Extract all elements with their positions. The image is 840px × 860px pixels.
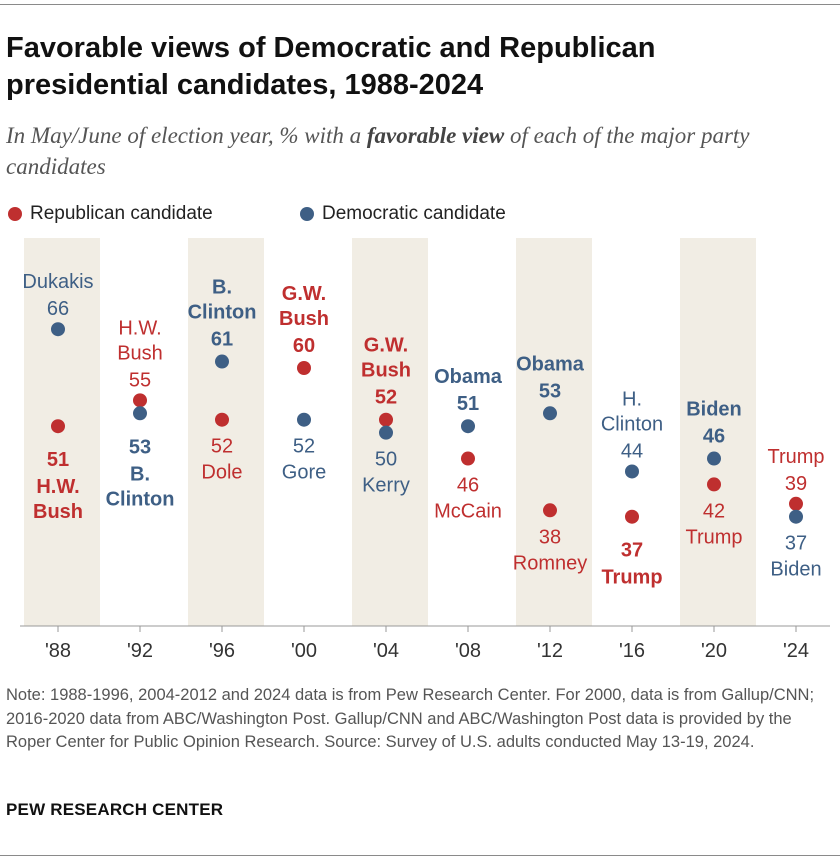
point-dem-12 — [543, 406, 557, 421]
label-rep-88-name-0: H.W. — [36, 476, 79, 498]
label-rep-24-name-0: Trump — [767, 446, 824, 468]
legend-democratic-marker — [300, 207, 314, 221]
point-dem-88 — [51, 322, 65, 337]
point-rep-20 — [707, 477, 721, 492]
point-dem-16 — [625, 464, 639, 479]
label-dem-96-name-1: Clinton — [188, 302, 257, 324]
label-dem-24-name-0: Biden — [770, 559, 821, 581]
subtitle-text: In May/June of election year, % with a — [6, 123, 367, 148]
label-dem-88-value: 66 — [47, 298, 69, 320]
label-dem-92-name-1: Clinton — [106, 488, 175, 510]
label-rep-92-name-1: Bush — [117, 342, 163, 364]
label-rep-88-value: 51 — [47, 449, 69, 471]
point-dem-04 — [379, 425, 393, 440]
x-tick-label-92: '92 — [127, 640, 153, 662]
x-tick-label-00: '00 — [291, 640, 317, 662]
label-rep-00-name-0: G.W. — [282, 283, 326, 305]
top-rule — [0, 4, 840, 5]
label-rep-08-name-0: McCain — [434, 501, 502, 523]
label-dem-04-name-0: Kerry — [362, 475, 410, 497]
label-dem-08-value: 51 — [457, 393, 479, 415]
point-dem-08 — [461, 419, 475, 434]
chart-title: Favorable views of Democratic and Republ… — [6, 32, 656, 101]
point-dem-00 — [297, 412, 311, 427]
point-dem-24 — [789, 509, 803, 524]
label-rep-96-value: 52 — [211, 436, 233, 458]
label-dem-92-name-0: B. — [130, 463, 150, 485]
brand-label: PEW RESEARCH CENTER — [6, 800, 224, 819]
legend-republican-label: Republican candidate — [30, 203, 213, 224]
legend-democratic-label: Democratic candidate — [322, 203, 506, 224]
source-note: Note: 1988-1996, 2004-2012 and 2024 data… — [6, 686, 815, 751]
label-rep-08-value: 46 — [457, 475, 479, 497]
label-rep-04-value: 52 — [375, 387, 397, 409]
label-rep-92-name-0: H.W. — [118, 317, 161, 339]
x-tick-label-96: '96 — [209, 640, 235, 662]
band-20 — [680, 238, 756, 626]
chart-subtitle: In May/June of election year, % with a f… — [6, 120, 826, 182]
label-rep-96-name-0: Dole — [201, 462, 242, 484]
band-88 — [24, 238, 100, 626]
x-tick-label-16: '16 — [619, 640, 645, 662]
legend-item-democratic: Democratic candidate — [300, 200, 506, 228]
point-rep-16 — [625, 509, 639, 524]
x-tick-label-04: '04 — [373, 640, 399, 662]
label-dem-12-value: 53 — [539, 380, 561, 402]
label-rep-12-name-0: Romney — [513, 552, 587, 574]
label-dem-00-value: 52 — [293, 436, 315, 458]
label-rep-20-name-0: Trump — [685, 526, 742, 548]
point-rep-96 — [215, 412, 229, 427]
point-rep-04 — [379, 412, 393, 427]
label-dem-12-name-0: Obama — [516, 353, 585, 375]
label-dem-16-name-1: Clinton — [601, 413, 663, 435]
label-rep-92-value: 55 — [129, 369, 151, 391]
label-rep-00-name-1: Bush — [279, 308, 329, 330]
label-dem-96-name-0: B. — [212, 277, 232, 299]
band-96 — [188, 238, 264, 626]
subtitle-text-end: of each of the major party candidates — [6, 123, 750, 179]
bottom-rule — [0, 855, 840, 856]
x-tick-label-88: '88 — [45, 640, 71, 662]
label-dem-88-name-0: Dukakis — [22, 271, 93, 293]
label-rep-16-value: 37 — [621, 540, 643, 562]
x-tick-label-24: '24 — [783, 640, 809, 662]
label-rep-04-name-1: Bush — [361, 360, 411, 382]
point-rep-92 — [133, 393, 147, 408]
label-rep-88-name-1: Bush — [33, 501, 83, 523]
label-dem-16-value: 44 — [621, 440, 643, 462]
point-dem-20 — [707, 451, 721, 466]
label-dem-16-name-0: H. — [622, 388, 642, 410]
point-dem-96 — [215, 354, 229, 369]
point-rep-88 — [51, 419, 65, 434]
x-tick-label-20: '20 — [701, 640, 727, 662]
point-rep-12 — [543, 503, 557, 518]
label-rep-24-value: 39 — [785, 473, 807, 495]
point-dem-92 — [133, 406, 147, 421]
label-dem-96-value: 61 — [211, 329, 233, 351]
legend-item-republican: Republican candidate — [8, 200, 213, 228]
dot-plot: '88 '92 '96 '00 '04 '08 '12 '16 '20 '24 51 H.W. Bush… — [20, 238, 830, 662]
label-rep-20-value: 42 — [703, 500, 725, 522]
label-rep-04-name-0: G.W. — [364, 335, 408, 357]
x-tick-label-08: '08 — [455, 640, 481, 662]
label-dem-92-value: 53 — [129, 436, 151, 458]
label-rep-00-value: 60 — [293, 335, 315, 357]
label-rep-16-name-0: Trump — [601, 567, 662, 589]
x-tick-label-12: '12 — [537, 640, 563, 662]
label-dem-20-value: 46 — [703, 426, 725, 448]
band-12 — [516, 238, 592, 626]
label-dem-20-name-0: Biden — [686, 399, 742, 421]
label-dem-08-name-0: Obama — [434, 366, 503, 388]
label-dem-00-name-0: Gore — [282, 462, 326, 484]
subtitle-emphasis: favorable view — [366, 123, 505, 148]
point-rep-00 — [297, 361, 311, 375]
point-rep-24 — [789, 496, 803, 511]
legend-republican-marker — [8, 207, 22, 221]
label-rep-12-value: 38 — [539, 526, 561, 548]
label-dem-24-value: 37 — [785, 533, 807, 555]
label-dem-04-value: 50 — [375, 449, 397, 471]
point-rep-08 — [461, 451, 475, 466]
